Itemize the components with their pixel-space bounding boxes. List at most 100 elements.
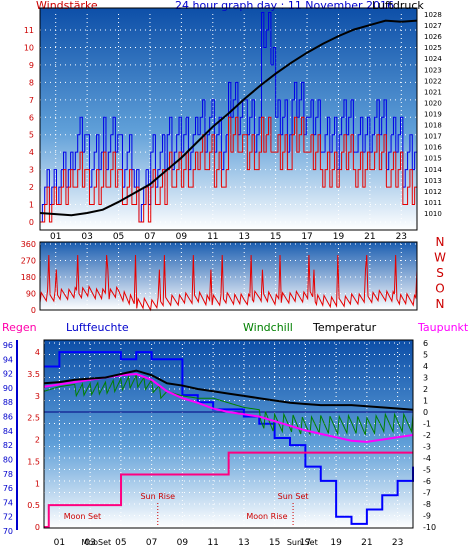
x-tick-label-p1: 19 — [333, 232, 345, 242]
x-tick-label-p3: 01 — [54, 538, 65, 548]
x-tick-label-p3: 09 — [177, 538, 189, 548]
x-tick-label-p1: 21 — [364, 232, 375, 242]
y-tick-humidity: 70 — [3, 527, 13, 536]
y-tick-temperature: -9 — [423, 512, 431, 521]
y-left-tick-wind: 5 — [29, 131, 34, 140]
y-tick-temperature: -8 — [423, 500, 431, 509]
event-label: Moon Set — [64, 512, 101, 521]
x-tick-label-p3: 11 — [207, 538, 218, 548]
y-left-tick-wind: 9 — [29, 61, 34, 70]
header-luftdruck: Luftdruck — [372, 0, 424, 12]
x-tick-label-p1: 13 — [238, 232, 249, 242]
y-tick-temperature: -3 — [423, 443, 431, 452]
y-tick-temperature: 5 — [423, 351, 428, 360]
y-right-tick-pressure: 1012 — [424, 188, 442, 196]
panel3-background — [44, 340, 413, 528]
temperature-series-line — [43, 369, 414, 411]
y-tick-rain: 1 — [35, 479, 40, 488]
windchill-series-line — [43, 373, 414, 437]
y-tick-temperature: -5 — [423, 466, 431, 475]
y-right-tick-pressure: 1016 — [424, 144, 442, 152]
y-right-tick-pressure: 1027 — [424, 22, 442, 30]
y-tick-rain: 0.5 — [27, 501, 40, 510]
y-tick-rain: 1.5 — [27, 457, 40, 466]
y-right-tick-pressure: 1022 — [424, 77, 442, 85]
x-tick-label-p1: 09 — [176, 232, 188, 242]
compass-label: N — [436, 235, 445, 249]
y-right-tick-pressure: 1011 — [424, 199, 442, 207]
y-right-tick-pressure: 1023 — [424, 66, 442, 74]
y-left-tick-wind: 11 — [24, 26, 34, 35]
panel2-frame — [39, 241, 418, 311]
y-tick-direction: 0 — [31, 306, 36, 315]
y-tick-temperature: 1 — [423, 397, 428, 406]
y-right-tick-pressure: 1015 — [424, 155, 442, 163]
y-tick-temperature: -4 — [423, 454, 431, 463]
y-left-tick-wind: 10 — [24, 43, 34, 52]
compass-label: N — [436, 297, 445, 311]
y-right-tick-pressure: 1028 — [424, 11, 442, 19]
y-left-tick-wind: 7 — [29, 96, 34, 105]
y-tick-direction: 360 — [21, 240, 36, 249]
x-tick-label-p1: 07 — [144, 232, 155, 242]
panel3-frame — [43, 339, 414, 529]
x-tick-label-p1: 15 — [270, 232, 281, 242]
header-regen: Regen — [2, 321, 37, 334]
axes-layer: 0101030305050707090911111313151517171919… — [3, 7, 446, 548]
y-right-tick-pressure: 1014 — [424, 166, 442, 174]
x-tick-label-p1: 17 — [301, 232, 312, 242]
event-label: Sun Set — [287, 538, 318, 547]
y-tick-temperature: -6 — [423, 477, 431, 486]
y-right-tick-pressure: 1021 — [424, 88, 442, 96]
x-tick-label-p3: 13 — [238, 538, 249, 548]
x-tick-label-p1: 23 — [396, 232, 407, 242]
y-tick-temperature: 6 — [423, 339, 428, 348]
y-tick-humidity: 76 — [3, 484, 13, 493]
panel2-background — [40, 242, 417, 310]
y-tick-direction: 180 — [21, 273, 36, 282]
header-windchill: Windchill — [243, 321, 293, 334]
event-label: Moon Rise — [246, 512, 287, 521]
event-label: Sun Set — [278, 492, 309, 501]
compass-label: S — [436, 266, 444, 280]
y-tick-humidity: 72 — [3, 513, 13, 522]
x-tick-label-p1: 11 — [207, 232, 218, 242]
y-tick-humidity: 86 — [3, 413, 13, 422]
y-tick-humidity: 90 — [3, 384, 13, 393]
y-left-tick-wind: 4 — [29, 148, 34, 157]
x-tick-label-p3: 07 — [146, 538, 157, 548]
x-tick-label-p1: 05 — [113, 232, 124, 242]
y-right-tick-pressure: 1024 — [424, 55, 442, 63]
compass-label: W — [434, 251, 446, 265]
x-tick-label-p3: 23 — [392, 538, 403, 548]
y-tick-rain: 3.5 — [27, 370, 40, 379]
header-taupunkt: Taupunkt — [417, 321, 469, 334]
y-tick-temperature: -10 — [423, 523, 436, 532]
y-tick-temperature: 4 — [423, 362, 428, 371]
y-tick-rain: 2.5 — [27, 414, 40, 423]
x-tick-label-p1: 03 — [81, 232, 92, 242]
y-tick-temperature: -1 — [423, 420, 431, 429]
y-right-tick-pressure: 1020 — [424, 99, 442, 107]
y-tick-temperature: -7 — [423, 489, 431, 498]
compass-label: O — [435, 282, 444, 296]
y-tick-humidity: 74 — [3, 498, 13, 507]
header-temperatur: Temperatur — [312, 321, 377, 334]
y-tick-humidity: 94 — [3, 355, 13, 364]
x-tick-label-p3: 05 — [115, 538, 126, 548]
x-tick-label-p1: 01 — [50, 232, 61, 242]
y-tick-temperature: 2 — [423, 385, 428, 394]
y-left-tick-wind: 2 — [29, 183, 34, 192]
y-right-tick-pressure: 1010 — [424, 210, 442, 218]
panel1-frame — [39, 7, 418, 231]
y-right-tick-pressure: 1026 — [424, 33, 442, 41]
pressure-series-line — [39, 19, 418, 217]
y-left-tick-wind: 6 — [29, 113, 34, 122]
header-windstaerke: Windstärke — [36, 0, 98, 12]
y-right-tick-pressure: 1018 — [424, 122, 442, 130]
y-tick-humidity: 80 — [3, 455, 13, 464]
x-tick-label-p3: 17 — [300, 538, 311, 548]
x-tick-label-p3: 19 — [330, 538, 342, 548]
y-tick-humidity: 82 — [3, 441, 13, 450]
